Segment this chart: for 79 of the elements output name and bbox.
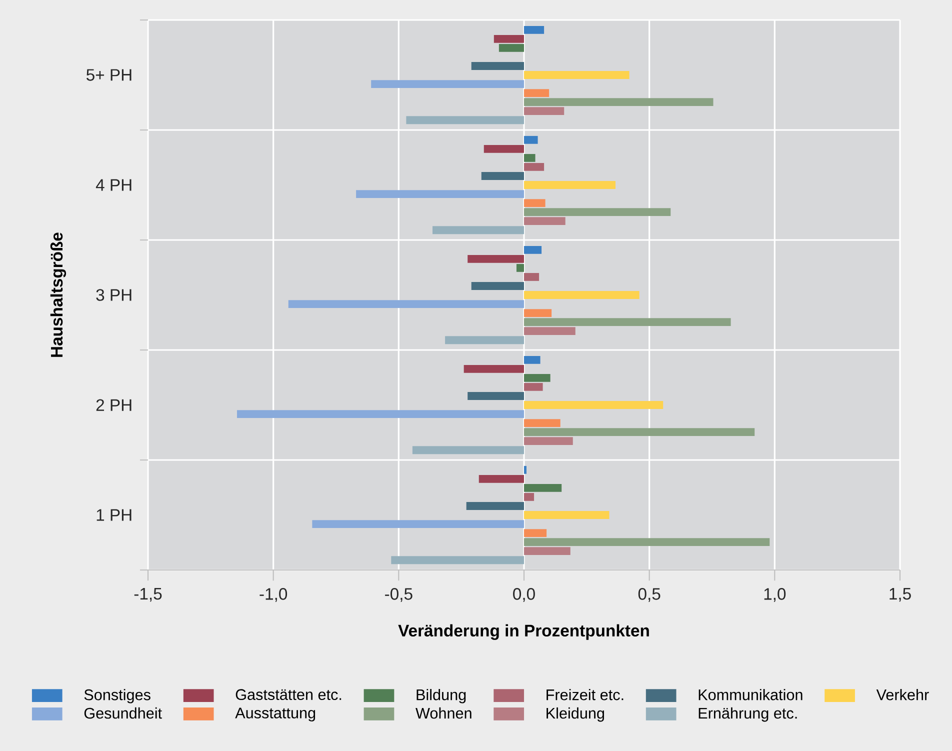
legend-label: Kleidung <box>546 707 604 722</box>
bar <box>516 264 524 272</box>
x-tick-label: -1,0 <box>260 588 288 602</box>
y-tick-label: 3 PH <box>96 289 132 301</box>
bar <box>524 291 640 299</box>
bar <box>412 446 524 454</box>
bar <box>468 254 524 263</box>
bar <box>524 26 544 34</box>
y-tick-label: 5+ PH <box>86 69 132 81</box>
bar <box>471 282 524 290</box>
y-tick-label: 1 PH <box>96 509 132 521</box>
bar <box>524 273 540 281</box>
legend-label: Gaststätten etc. <box>236 689 342 700</box>
bar <box>524 163 544 171</box>
x-tick-label: 1,0 <box>764 588 786 602</box>
bar <box>406 116 524 124</box>
legend-label: Gesundheit <box>84 707 162 719</box>
bar <box>288 300 524 308</box>
bar <box>524 327 576 336</box>
bar <box>524 181 616 189</box>
bar <box>391 556 524 564</box>
bar <box>524 466 527 474</box>
bar <box>371 80 524 88</box>
bar <box>236 410 524 418</box>
bar <box>524 107 564 116</box>
legend-label: Sonstiges <box>84 688 150 704</box>
legend-label: Freizeit etc. <box>546 688 624 700</box>
bar <box>524 208 671 216</box>
bar <box>524 374 550 382</box>
bar <box>524 547 570 556</box>
bar <box>524 136 538 144</box>
legend-label: Ernährung etc. <box>698 707 797 722</box>
bar <box>464 364 524 373</box>
bar <box>524 428 755 436</box>
bar <box>524 538 770 546</box>
x-tick-label: 1,5 <box>890 588 911 602</box>
x-tick-label: 0,0 <box>513 588 535 602</box>
bar <box>312 520 524 528</box>
bar <box>524 309 552 318</box>
legend-label: Wohnen <box>416 707 472 719</box>
y-tick-label: 2 PH <box>96 399 132 411</box>
y-tick-label: 4 PH <box>96 179 132 191</box>
x-tick-label: -0,5 <box>385 588 412 602</box>
legend-label: Kommunikation <box>698 688 802 700</box>
bar <box>524 217 566 226</box>
bar <box>478 474 524 483</box>
legend-label: Bildung <box>416 688 466 704</box>
bar <box>524 98 714 106</box>
bar <box>498 44 524 52</box>
bar <box>524 484 562 492</box>
bar <box>524 437 573 446</box>
bar <box>524 511 610 519</box>
legend-label: Verkehr <box>876 688 929 700</box>
bar <box>524 529 547 538</box>
bar <box>524 493 534 501</box>
bar <box>524 89 550 98</box>
legend-label: Ausstattung <box>235 708 316 722</box>
bar <box>524 154 536 162</box>
bar <box>481 172 524 180</box>
bar <box>445 336 524 344</box>
y-axis-title: Haushaltsgröße <box>50 232 66 357</box>
bar <box>468 392 524 400</box>
bar <box>524 318 731 326</box>
bar <box>524 356 540 364</box>
x-tick-label: 0,5 <box>638 588 660 602</box>
bar <box>524 383 543 391</box>
bar <box>524 401 664 409</box>
bar <box>494 34 524 43</box>
bar <box>432 226 524 234</box>
x-axis-title: Veränderung in Prozentpunkten <box>398 624 649 640</box>
x-tick-label: -1,5 <box>134 588 162 602</box>
bar <box>466 502 524 510</box>
bar <box>524 246 542 254</box>
bar <box>524 419 560 428</box>
bar <box>524 199 546 208</box>
bar <box>356 190 524 198</box>
bar <box>484 144 524 153</box>
bar <box>524 71 630 79</box>
bar <box>471 62 524 70</box>
